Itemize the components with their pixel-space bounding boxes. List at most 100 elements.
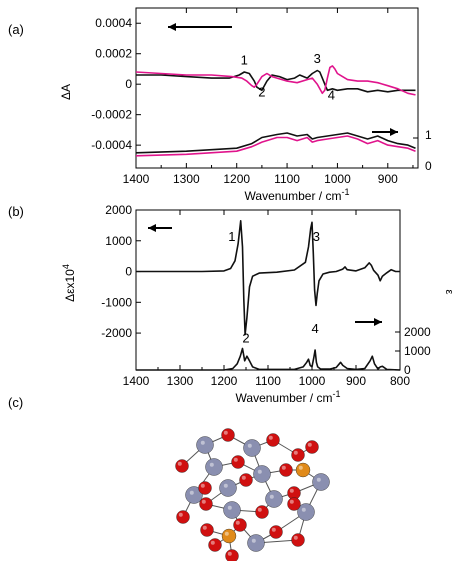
atom-orange	[295, 462, 311, 478]
atom-highlight	[200, 440, 205, 445]
chart-b-right-tick: 0	[404, 363, 411, 377]
atom-red	[239, 473, 253, 487]
atom-highlight	[209, 462, 214, 467]
chart-b-series-0	[136, 220, 400, 336]
chart-b-frame	[135, 209, 401, 371]
chart-b-xtick-label: 1400	[123, 374, 150, 388]
panel-label-a: (a)	[8, 22, 24, 37]
atom-red	[221, 428, 235, 442]
atom-highlight	[177, 461, 182, 466]
chart-b-peak-label: 3	[313, 229, 320, 244]
chart-a-ytick-label: 0.0002	[95, 47, 132, 61]
atom-highlight	[178, 512, 183, 517]
chart-a-xtick-label: 1000	[324, 172, 351, 186]
panel-label-c: (c)	[8, 395, 24, 410]
atom-highlight	[227, 505, 232, 510]
chart-a-series-3	[135, 135, 416, 157]
atom-red	[208, 538, 222, 552]
atom-highlight	[200, 483, 205, 488]
atom-red	[231, 455, 245, 469]
atom-highlight	[271, 527, 276, 532]
chart-b-right-axis-label: ε	[443, 290, 454, 295]
atom-orange	[221, 528, 237, 544]
atom-red	[287, 497, 301, 511]
atom-red	[198, 481, 212, 495]
atom-highlight	[293, 535, 298, 540]
chart-b-peak-label: 2	[242, 330, 249, 345]
chart-a-ylabel: ΔA	[59, 84, 73, 100]
atom-highlight	[189, 490, 194, 495]
atom-highlight	[316, 477, 321, 482]
atom-gray	[247, 534, 265, 552]
atom-red	[269, 525, 283, 539]
chart-b-ylabel: Δεx104	[61, 264, 77, 302]
chart-b-ytick-label: 2000	[105, 203, 132, 217]
chart-a-peak-label: 4	[328, 87, 335, 102]
atom-highlight	[223, 430, 228, 435]
chart-a-xtick-label: 1400	[123, 172, 150, 186]
atom-highlight	[235, 520, 240, 525]
chart-a-right-tick: 1	[425, 128, 432, 142]
chart-b-peak-label: 1	[228, 229, 235, 244]
atom-gray	[205, 458, 223, 476]
atom-highlight	[301, 507, 306, 512]
chart-b-xlabel: Wavenumber / cm-1	[236, 389, 341, 405]
chart-a-series-1	[135, 65, 416, 96]
atom-gray	[265, 490, 283, 508]
atom-gray	[312, 473, 330, 491]
atom-red	[200, 523, 214, 537]
atom-highlight	[307, 442, 312, 447]
chart-a-series-0	[136, 69, 416, 93]
chart-b-xtick-label: 1200	[211, 374, 238, 388]
chart-b-xtick-label: 1100	[255, 374, 281, 388]
chart-a-frame	[135, 7, 419, 169]
atom-gray	[297, 503, 315, 521]
chart-b-right-arrow-head	[374, 318, 382, 326]
atom-red	[255, 505, 269, 519]
atom-highlight	[269, 494, 274, 499]
atom-highlight	[247, 443, 252, 448]
atom-red	[291, 448, 305, 462]
chart-a-peak-label: 3	[314, 51, 321, 66]
atom-highlight	[298, 465, 303, 470]
atom-gray	[185, 486, 203, 504]
chart-a-ytick-label: 0.0004	[95, 16, 132, 30]
atom-gray	[196, 436, 214, 454]
chart-a-peak-label: 1	[241, 52, 248, 67]
atom-highlight	[289, 488, 294, 493]
atom-red	[175, 459, 189, 473]
atom-red	[176, 510, 190, 524]
chart-a-xlabel-sup: -1	[341, 187, 349, 197]
atom-gray	[253, 465, 271, 483]
chart-a-ytick-label: -0.0002	[91, 108, 132, 122]
atom-highlight	[241, 475, 246, 480]
chart-a-xtick-label: 1200	[223, 172, 250, 186]
molecule-illustration	[175, 428, 330, 561]
chart-a-right-tick: 0	[425, 159, 432, 173]
atom-highlight	[293, 450, 298, 455]
atom-highlight	[251, 538, 256, 543]
atom-highlight	[281, 465, 286, 470]
chart-a-left-arrow-head	[168, 23, 176, 31]
atom-red	[291, 533, 305, 547]
atom-highlight	[233, 457, 238, 462]
chart-b-xlabel-sup: -1	[332, 389, 340, 399]
atom-gray	[223, 501, 241, 519]
chart-b-ytick-label: -1000	[101, 295, 132, 309]
chart-b-right-tick: 2000	[404, 325, 431, 339]
atom-highlight	[210, 540, 215, 545]
chart-a-ytick-label: -0.0004	[91, 138, 132, 152]
chart-a-peak-label: 2	[258, 84, 265, 99]
atom-highlight	[223, 483, 228, 488]
atom-highlight	[268, 435, 273, 440]
atom-highlight	[289, 499, 294, 504]
atom-red	[225, 549, 239, 561]
chart-a-xtick-label: 1300	[173, 172, 200, 186]
atom-red	[233, 518, 247, 532]
chart-b-series-1	[136, 347, 401, 371]
atom-highlight	[202, 525, 207, 530]
atom-gray	[243, 439, 261, 457]
atom-highlight	[224, 531, 229, 536]
chart-b-xtick-label: 1000	[299, 374, 326, 388]
atom-highlight	[257, 507, 262, 512]
